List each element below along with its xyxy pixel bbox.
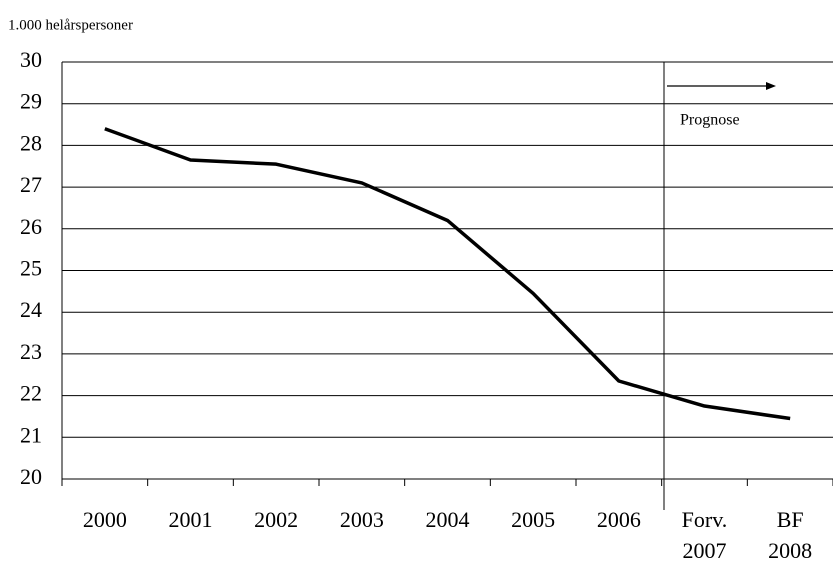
x-tick-label: 2006	[597, 507, 641, 532]
x-tick-label: 2002	[254, 507, 298, 532]
x-tick-label: 2001	[169, 507, 213, 532]
y-tick-label: 26	[20, 214, 42, 239]
x-tick-label: 2000	[83, 507, 127, 532]
forecast-arrowhead	[766, 82, 776, 90]
y-tick-label: 21	[20, 422, 42, 447]
y-tick-label: 20	[20, 464, 42, 489]
y-tick-label: 29	[20, 89, 42, 114]
x-tick-label: 2004	[426, 507, 470, 532]
y-tick-label: 23	[20, 339, 42, 364]
y-tick-label: 22	[20, 381, 42, 406]
line	[104, 127, 791, 421]
y-tick-label: 25	[20, 256, 42, 281]
y-tick-label: 27	[20, 172, 42, 197]
y-tick-label: 24	[20, 297, 42, 322]
y-tick-label: 30	[20, 47, 42, 72]
x-tick-label: BF 2008	[768, 507, 812, 563]
annotation: Prognose	[680, 112, 740, 129]
y-axis-label: 1.000 helårspersoner	[8, 17, 133, 33]
x-tick-label: 2005	[511, 507, 555, 532]
x-tick-label: Forv. 2007	[682, 507, 728, 563]
x-tick-label: 2003	[340, 507, 384, 532]
y-tick-label: 28	[20, 130, 42, 155]
